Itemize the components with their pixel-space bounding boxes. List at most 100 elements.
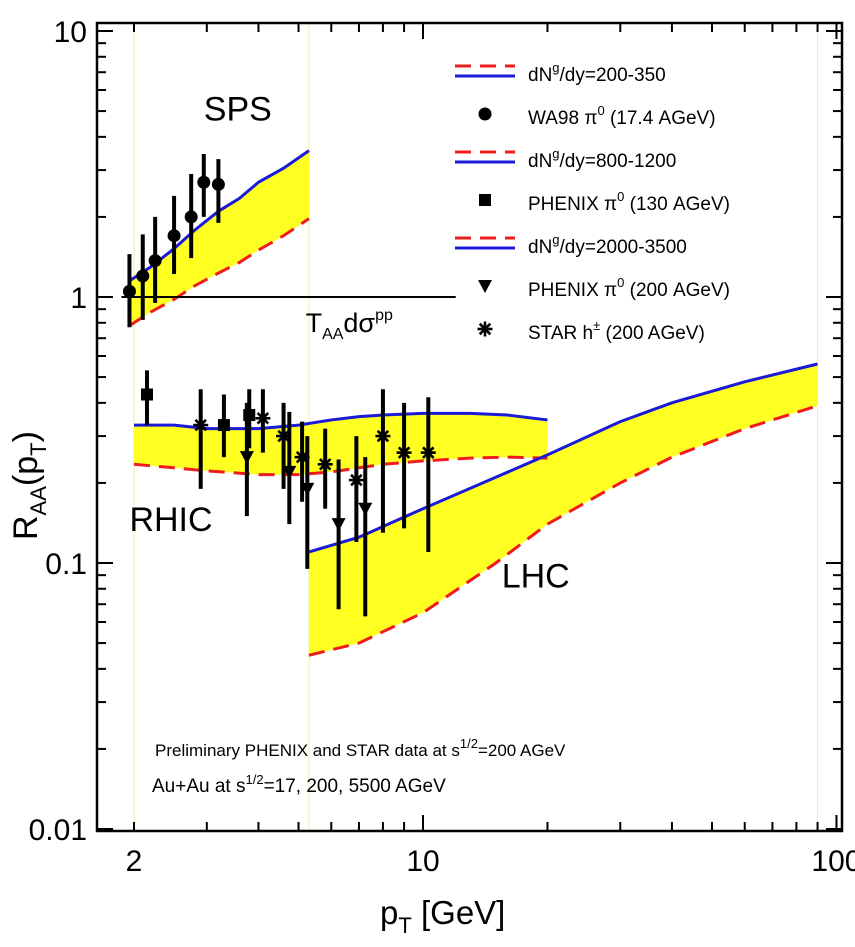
- data-point: [239, 451, 254, 465]
- data-point: [276, 428, 292, 444]
- lower-curve-sps: [128, 217, 310, 327]
- star-stroke: [295, 450, 309, 464]
- legend-marker-triangle-down: [478, 280, 492, 293]
- legend-tail: (17.4 AGeV): [605, 108, 716, 129]
- y-tick-label: 10: [54, 16, 87, 49]
- data-point: [140, 388, 153, 401]
- legend-text: STAR h: [528, 323, 593, 344]
- y-tick-label: 0.01: [29, 814, 87, 847]
- legend-text: dN: [528, 237, 552, 258]
- legend-tail: (200 AGeV): [600, 323, 705, 344]
- legend-tail: /dy=200-350: [560, 65, 666, 86]
- x-tick-label: 100: [811, 845, 855, 878]
- annotation-pre: Preliminary PHENIX and STAR data at s: [155, 741, 460, 760]
- upper-curve-lhc: [308, 362, 818, 554]
- legend-tail: /dy=2000-3500: [560, 237, 687, 258]
- y-tick-label: 1: [70, 282, 87, 315]
- data-point: [375, 428, 391, 444]
- annotation: Preliminary PHENIX and STAR data at s1/2…: [155, 736, 566, 760]
- region-label-rhic: RHIC: [129, 501, 212, 539]
- data-point: [255, 410, 271, 426]
- legend-tail: (130 AGeV): [624, 194, 730, 215]
- y-label-r: R: [7, 515, 45, 540]
- legend-sup: 0: [617, 275, 624, 290]
- axis-ticks: [97, 23, 842, 831]
- lower-curve-lhc: [308, 404, 818, 657]
- y-label-sub: AA: [26, 486, 51, 516]
- data-point: [294, 449, 310, 465]
- legend-tail: /dy=800-1200: [560, 151, 677, 172]
- legend-entry: PHENIX π0 (200 AGeV): [528, 275, 730, 301]
- ref-label-t: T: [306, 308, 323, 338]
- y-label-close: ): [7, 431, 45, 442]
- annotation-post: =17, 200, 5500 AGeV: [264, 776, 447, 797]
- legend-entry: dNg/dy=2000-3500: [528, 232, 687, 258]
- x-tick-label: 2: [126, 845, 143, 878]
- data-point: [167, 229, 181, 243]
- data-point: [148, 254, 162, 268]
- ref-label-dsigma: dσ: [343, 308, 375, 338]
- data-point: [358, 502, 373, 516]
- legend-marker-square: [479, 194, 491, 206]
- band-sps: [129, 150, 309, 326]
- legend: [455, 64, 515, 337]
- star-stroke: [478, 322, 492, 336]
- legend-text: PHENIX π: [528, 194, 617, 215]
- data-point: [348, 472, 364, 488]
- data-point: [331, 518, 346, 532]
- legend-entry: WA98 π0 (17.4 AGeV): [528, 103, 716, 129]
- data-point: [317, 456, 333, 472]
- region-label-sps: SPS: [204, 91, 272, 129]
- legend-entry: dNg/dy=200-350: [528, 60, 666, 86]
- region-label-lhc: LHC: [502, 557, 570, 595]
- reference-label: TAAdσpp: [306, 307, 393, 343]
- legend-text: dN: [528, 65, 552, 86]
- legend-sup: 0: [597, 103, 604, 118]
- star-stroke: [397, 446, 411, 459]
- legend-marker-star: [477, 321, 493, 337]
- star-stroke: [277, 429, 290, 443]
- x-label-sub: T: [398, 913, 411, 938]
- x-label-p: p: [380, 894, 398, 931]
- x-tick-label: 10: [406, 845, 439, 878]
- legend-sup: 0: [617, 189, 624, 204]
- legend-tail: (200 AGeV): [624, 280, 730, 301]
- legend-sup: g: [552, 146, 559, 161]
- x-label-unit: [GeV]: [412, 894, 506, 931]
- y-tick-label: 0.1: [45, 548, 87, 581]
- series-triangle-down: [239, 402, 373, 617]
- legend-entry: STAR h± (200 AGeV): [528, 318, 705, 344]
- series-star: [193, 389, 436, 552]
- data-point: [136, 269, 150, 283]
- star-stroke: [350, 473, 363, 487]
- data-point: [184, 210, 198, 224]
- legend-text: WA98 π: [528, 108, 597, 129]
- legend-text: PHENIX π: [528, 280, 617, 301]
- data-point: [193, 417, 209, 433]
- legend-entry: PHENIX π0 (130 AGeV): [528, 189, 730, 215]
- annotation-post: =200 AGeV: [478, 741, 566, 760]
- legend-marker-circle: [478, 107, 492, 121]
- data-point: [217, 419, 230, 432]
- series-circle: [122, 153, 225, 328]
- band-lhc: [308, 363, 818, 656]
- legend-sup: g: [552, 232, 559, 247]
- annotation: Au+Au at s1/2=17, 200, 5500 AGeV: [152, 772, 446, 797]
- star-stroke: [194, 418, 207, 432]
- legend-sup: ±: [593, 318, 600, 333]
- plot-frame: [95, 21, 844, 833]
- annotation-sup: 1/2: [460, 736, 478, 751]
- data-point: [197, 175, 211, 189]
- data-point: [211, 177, 225, 191]
- data-point: [122, 284, 136, 298]
- annotation-sup: 1/2: [245, 772, 263, 787]
- band-rhic: [134, 413, 548, 475]
- data-point: [282, 465, 297, 479]
- data-point: [420, 445, 436, 461]
- star-stroke: [422, 446, 435, 459]
- ref-label-sub: AA: [322, 326, 344, 343]
- data-point: [396, 445, 412, 461]
- lower-curve-rhic: [133, 455, 548, 477]
- star-stroke: [318, 458, 332, 471]
